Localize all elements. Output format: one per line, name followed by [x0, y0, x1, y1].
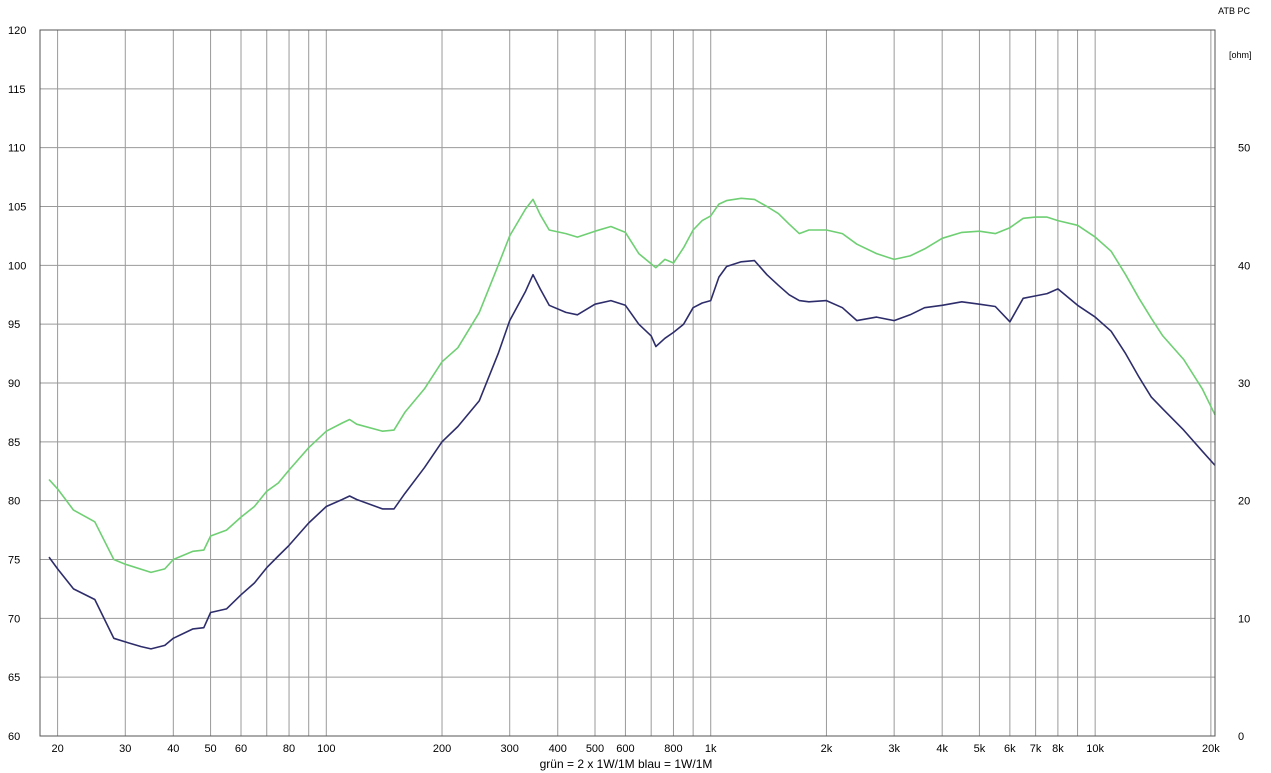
x-tick-label: 20 — [51, 743, 63, 755]
y-tick-label: 115 — [8, 84, 26, 96]
y-tick-label: 85 — [8, 437, 20, 449]
x-tick-label: 80 — [283, 743, 295, 755]
y-tick-label: 100 — [8, 260, 26, 272]
y2-tick-label: 30 — [1238, 378, 1250, 390]
x-tick-label: 8k — [1052, 743, 1064, 755]
x-tick-label: 800 — [664, 743, 682, 755]
x-tick-label: 300 — [501, 743, 519, 755]
y-tick-label: 60 — [8, 731, 20, 743]
x-tick-label: 20k — [1202, 743, 1220, 755]
y2-tick-label: 50 — [1238, 143, 1250, 155]
y2-tick-label: 40 — [1238, 260, 1250, 272]
x-tick-label: 6k — [1004, 743, 1016, 755]
x-tick-label: 4k — [936, 743, 948, 755]
x-tick-label: 30 — [119, 743, 131, 755]
series-line-green — [48, 197, 1216, 574]
y2-tick-label: 10 — [1238, 613, 1250, 625]
x-tick-label: 40 — [167, 743, 179, 755]
y2-tick-label: 0 — [1238, 731, 1244, 743]
y-tick-label: 80 — [8, 496, 20, 508]
y-tick-label: 90 — [8, 378, 20, 390]
y-tick-label: 70 — [8, 613, 20, 625]
x-tick-label: 5k — [974, 743, 986, 755]
y-tick-label: 95 — [8, 319, 20, 331]
right-unit-label: [ohm] — [1229, 50, 1252, 60]
x-tick-label: 200 — [433, 743, 451, 755]
axis-labels: 60 65 70 75 80 85 90 95 100 105 110 115 120 0 10 20 30 40… — [8, 25, 1250, 755]
x-tick-label: 50 — [204, 743, 216, 755]
y-tick-label: 120 — [8, 25, 26, 37]
x-tick-label: 400 — [549, 743, 567, 755]
series-layer — [48, 197, 1216, 650]
series-line-blue — [48, 259, 1216, 650]
x-tick-label: 2k — [821, 743, 833, 755]
x-tick-label: 3k — [888, 743, 900, 755]
y-tick-label: 65 — [8, 672, 20, 684]
y-tick-label: 75 — [8, 555, 20, 567]
y-tick-label: 105 — [8, 202, 26, 214]
y2-tick-label: 20 — [1238, 496, 1250, 508]
legend-caption: grün = 2 x 1W/1M blau = 1W/1M — [540, 757, 713, 771]
x-tick-label: 100 — [317, 743, 335, 755]
x-tick-label: 60 — [235, 743, 247, 755]
y-tick-label: 110 — [8, 143, 26, 155]
x-tick-label: 10k — [1086, 743, 1104, 755]
x-tick-label: 1k — [705, 743, 717, 755]
x-tick-label: 500 — [586, 743, 604, 755]
x-tick-label: 7k — [1030, 743, 1042, 755]
brand-label: ATB PC — [1218, 6, 1250, 16]
plot-frame — [39, 29, 1216, 737]
x-tick-label: 600 — [616, 743, 634, 755]
